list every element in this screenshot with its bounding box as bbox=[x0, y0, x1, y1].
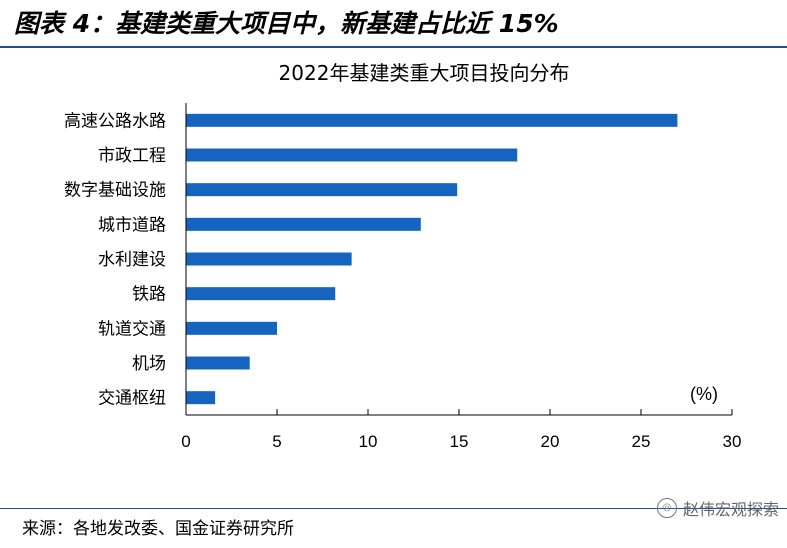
source-note: 来源：各地发改委、国金证券研究所 bbox=[22, 519, 294, 539]
bottom-rule bbox=[0, 508, 787, 509]
figure-title: 图表 4：基建类重大项目中，新基建占比近 15% bbox=[14, 9, 559, 38]
category-label: 机场 bbox=[132, 354, 166, 374]
watermark-text: 赵伟宏观探索 bbox=[682, 500, 779, 519]
x-tick-label: 25 bbox=[632, 432, 651, 451]
bars-group bbox=[186, 113, 678, 405]
x-axis: 0 5 10 15 20 25 30 bbox=[181, 103, 741, 451]
chart-title: 2022年基建类重大项目投向分布 bbox=[279, 61, 570, 85]
bar bbox=[186, 356, 250, 370]
watermark: ◎ 赵伟宏观探索 bbox=[656, 496, 779, 520]
x-tick-label: 15 bbox=[450, 432, 469, 451]
wechat-icon: ◎ bbox=[656, 498, 677, 518]
category-label: 高速公路水路 bbox=[64, 111, 166, 131]
bar bbox=[186, 183, 458, 197]
x-tick-label: 10 bbox=[359, 432, 378, 451]
category-label: 水利建设 bbox=[98, 250, 166, 270]
bar bbox=[186, 113, 678, 127]
category-label: 市政工程 bbox=[98, 146, 166, 166]
x-tick-label: 20 bbox=[541, 432, 560, 451]
category-label: 城市道路 bbox=[98, 215, 166, 235]
bar bbox=[186, 287, 336, 301]
x-tick-label: 0 bbox=[181, 432, 190, 451]
bar bbox=[186, 321, 277, 335]
category-label: 数字基础设施 bbox=[64, 181, 166, 201]
category-label: 轨道交通 bbox=[98, 319, 166, 339]
bar bbox=[186, 148, 518, 162]
bar bbox=[186, 391, 216, 405]
bar bbox=[186, 217, 421, 231]
top-rule bbox=[0, 46, 787, 48]
category-label: 交通枢纽 bbox=[98, 389, 166, 409]
x-tick-label: 30 bbox=[723, 432, 742, 451]
bar-chart: 2022年基建类重大项目投向分布 高速公路水路市政工程数字基础设施城市道路水利建… bbox=[64, 61, 741, 451]
x-tick-label: 5 bbox=[272, 432, 281, 451]
category-label: 铁路 bbox=[132, 285, 166, 305]
bar bbox=[186, 252, 352, 266]
unit-label: (%) bbox=[690, 384, 718, 404]
